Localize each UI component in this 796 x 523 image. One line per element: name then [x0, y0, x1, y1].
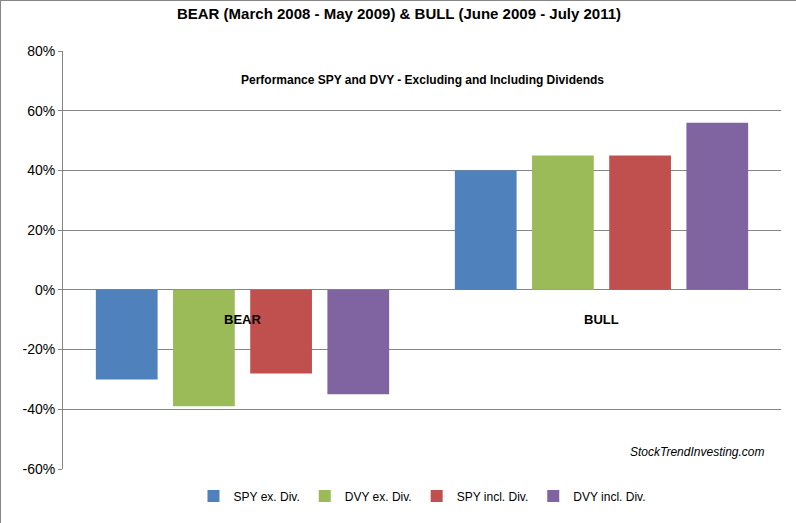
svg-text:BEAR (March 2008 - May 2009) &: BEAR (March 2008 - May 2009) & BULL (Jun…	[177, 5, 621, 22]
svg-text:SPY incl. Div.: SPY incl. Div.	[457, 490, 529, 504]
svg-text:20%: 20%	[27, 222, 55, 238]
svg-text:DVY ex. Div.: DVY ex. Div.	[345, 490, 412, 504]
svg-text:40%: 40%	[27, 162, 55, 178]
svg-text:60%: 60%	[27, 103, 55, 119]
svg-text:StockTrendInvesting.com: StockTrendInvesting.com	[630, 445, 765, 459]
svg-text:80%: 80%	[27, 43, 55, 59]
svg-text:-60%: -60%	[23, 461, 56, 477]
svg-text:DVY incl. Div.: DVY incl. Div.	[573, 490, 645, 504]
svg-text:BULL: BULL	[584, 312, 619, 327]
svg-text:0%: 0%	[35, 282, 55, 298]
svg-text:Performance SPY and DVY - Excl: Performance SPY and DVY - Excluding and …	[241, 73, 604, 87]
svg-text:-20%: -20%	[23, 341, 56, 357]
svg-text:-40%: -40%	[23, 401, 56, 417]
svg-text:SPY ex. Div.: SPY ex. Div.	[234, 490, 300, 504]
svg-text:BEAR: BEAR	[224, 312, 261, 327]
